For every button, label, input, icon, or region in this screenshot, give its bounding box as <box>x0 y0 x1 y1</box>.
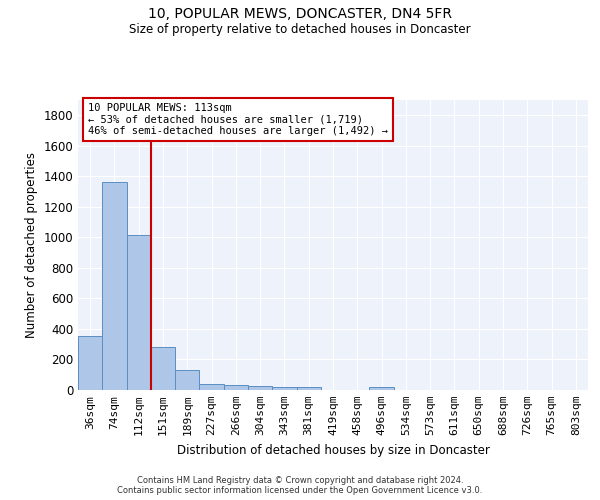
Bar <box>78 336 102 390</box>
Text: 10 POPULAR MEWS: 113sqm
← 53% of detached houses are smaller (1,719)
46% of semi: 10 POPULAR MEWS: 113sqm ← 53% of detache… <box>88 103 388 136</box>
Bar <box>296 388 321 390</box>
Bar <box>199 384 224 390</box>
Bar <box>224 384 248 390</box>
Y-axis label: Number of detached properties: Number of detached properties <box>25 152 38 338</box>
Bar <box>248 386 272 390</box>
Bar <box>175 370 199 390</box>
X-axis label: Distribution of detached houses by size in Doncaster: Distribution of detached houses by size … <box>176 444 490 456</box>
Bar <box>102 182 127 390</box>
Bar <box>272 388 296 390</box>
Text: 10, POPULAR MEWS, DONCASTER, DN4 5FR: 10, POPULAR MEWS, DONCASTER, DN4 5FR <box>148 8 452 22</box>
Text: Size of property relative to detached houses in Doncaster: Size of property relative to detached ho… <box>129 22 471 36</box>
Bar <box>370 387 394 390</box>
Text: Contains HM Land Registry data © Crown copyright and database right 2024.
Contai: Contains HM Land Registry data © Crown c… <box>118 476 482 495</box>
Bar <box>151 346 175 390</box>
Bar <box>127 235 151 390</box>
